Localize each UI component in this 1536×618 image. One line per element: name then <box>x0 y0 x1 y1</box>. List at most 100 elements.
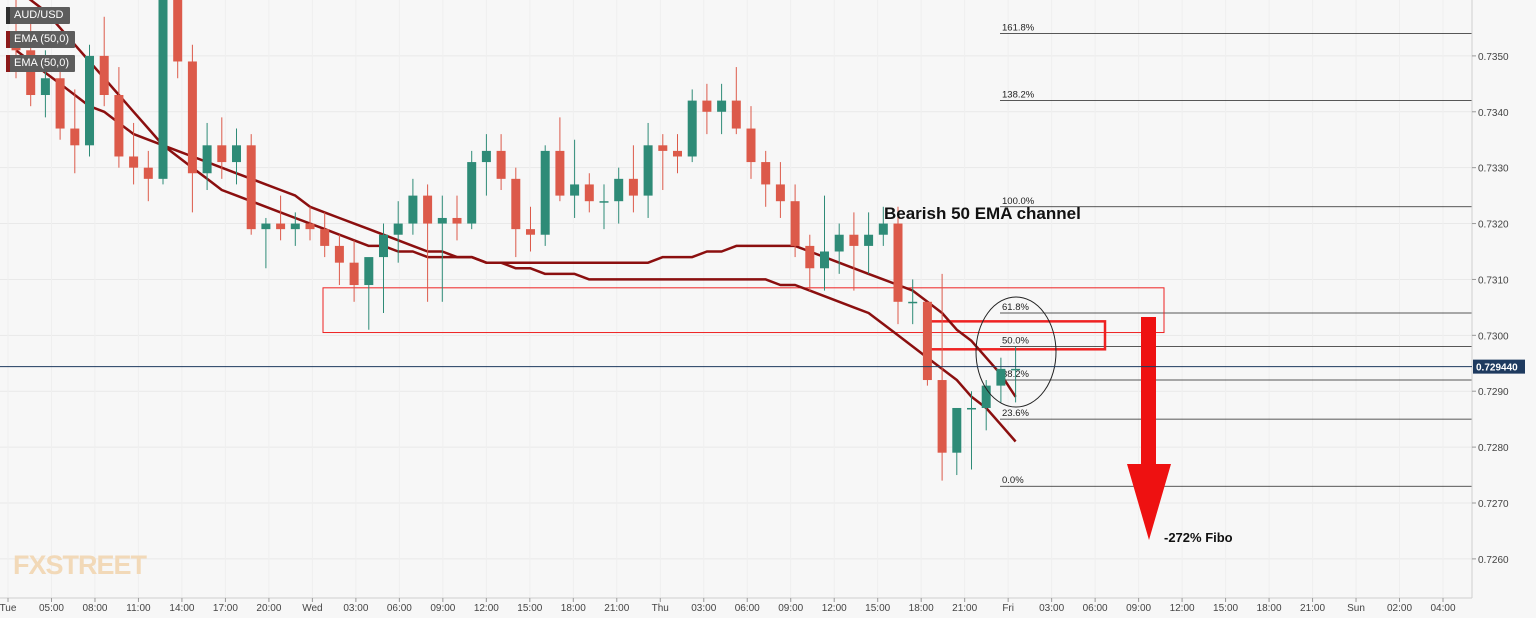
x-tick-label: 06:00 <box>387 603 412 614</box>
candle <box>775 162 785 218</box>
candle-body <box>173 0 183 62</box>
x-tick-label: Fri <box>1002 603 1014 614</box>
candle-body <box>26 50 36 96</box>
x-axis: Tue 05:00 08:00 11:00 14:00 17:00 20:00 Wed 03:0… <box>0 598 1456 614</box>
x-tick-label: 03:00 <box>1039 603 1064 614</box>
candle-body <box>187 61 197 174</box>
candle <box>481 134 491 196</box>
candle-body <box>967 407 976 410</box>
candle <box>790 184 800 258</box>
candle-body <box>70 128 80 146</box>
x-tick-label: 04:00 <box>1430 603 1455 614</box>
x-tick-label: Thu <box>652 603 669 614</box>
candle <box>143 150 153 202</box>
candle-body <box>790 201 800 246</box>
x-tick-label: 18:00 <box>1257 603 1282 614</box>
candle <box>878 206 888 246</box>
x-tick-label: 06:00 <box>735 603 760 614</box>
candle-body <box>540 150 550 235</box>
candle <box>628 145 638 213</box>
candle <box>922 301 932 386</box>
candle <box>467 150 477 230</box>
candle <box>893 206 903 325</box>
candles <box>11 0 1021 481</box>
current-price-box <box>1473 359 1525 374</box>
symbol-legend[interactable]: AUD/USD <box>6 7 70 24</box>
candle <box>305 206 315 241</box>
candle-body <box>511 178 521 230</box>
candle <box>379 223 388 313</box>
candle-body <box>584 184 594 202</box>
candle <box>408 178 418 235</box>
fib-label: 61.8% <box>1002 302 1029 313</box>
candle-body <box>55 78 65 129</box>
x-tick-label: 21:00 <box>604 603 629 614</box>
x-tick-label: 12:00 <box>474 603 499 614</box>
candle-body <box>290 223 300 230</box>
candle-body <box>232 145 241 163</box>
candle-body <box>996 368 1006 386</box>
candle-body <box>849 234 859 246</box>
candle <box>702 83 712 135</box>
candle-body <box>408 195 418 224</box>
ema-legend-1[interactable]: EMA (50,0) <box>6 31 76 48</box>
x-tick-label: 15:00 <box>1213 603 1238 614</box>
x-tick-label: 15:00 <box>517 603 542 614</box>
candle <box>202 122 212 191</box>
candle <box>746 106 756 179</box>
fib-label: 100.0% <box>1002 196 1035 207</box>
candle <box>85 44 94 157</box>
y-tick-label: 0.7320 <box>1478 220 1509 231</box>
candle-body <box>731 100 741 129</box>
fib-label: 23.6% <box>1002 408 1029 419</box>
x-tick-label: 14:00 <box>169 603 194 614</box>
x-tick-label: 03:00 <box>343 603 368 614</box>
candle-body <box>643 145 653 196</box>
candle-body <box>1011 368 1021 371</box>
candle-body <box>981 385 991 408</box>
candle-body <box>526 229 535 235</box>
candle <box>452 195 462 241</box>
x-tick-label: 12:00 <box>1170 603 1195 614</box>
x-tick-label: 09:00 <box>430 603 455 614</box>
y-tick-label: 0.7290 <box>1478 387 1509 398</box>
candle <box>187 44 197 213</box>
candle-body <box>908 301 918 304</box>
candle <box>834 223 844 274</box>
candle <box>364 257 374 330</box>
channel-label: Bearish 50 EMA channel <box>884 204 1081 223</box>
ema-legend-2[interactable]: EMA (50,0) <box>6 55 76 72</box>
x-tick-label: 05:00 <box>39 603 64 614</box>
candle-body <box>158 0 168 179</box>
candle-body <box>761 162 771 185</box>
candle-body <box>496 150 506 179</box>
candle-body <box>276 223 286 230</box>
ema-lower-line <box>15 49 1017 443</box>
candle <box>599 184 609 230</box>
candle-body <box>481 150 491 163</box>
candle-body <box>85 55 94 146</box>
candle-body <box>452 217 462 224</box>
candle-body <box>834 234 844 252</box>
candle-body <box>673 150 682 157</box>
candle <box>393 201 403 263</box>
grid <box>0 55 1472 560</box>
candle <box>173 0 183 79</box>
candle <box>1011 346 1021 403</box>
symbol-swatch <box>6 7 10 24</box>
candle <box>908 279 918 325</box>
y-tick-label: 0.7350 <box>1478 52 1509 63</box>
candle-body <box>922 301 932 381</box>
support-zone-box <box>322 287 1165 334</box>
candle-body <box>305 223 315 230</box>
candle <box>731 67 741 135</box>
candle <box>864 212 874 274</box>
x-tick-label: 17:00 <box>213 603 238 614</box>
x-tick-label: 08:00 <box>82 603 107 614</box>
candle-body <box>555 150 565 196</box>
candle <box>246 134 256 235</box>
candle-body <box>114 95 124 157</box>
x-tick-label: 20:00 <box>256 603 281 614</box>
